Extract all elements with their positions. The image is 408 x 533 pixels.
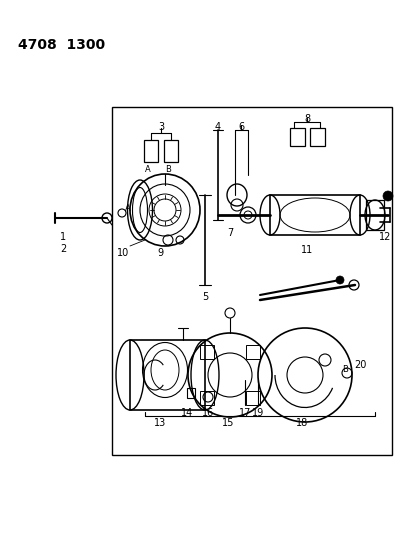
Bar: [200, 391, 214, 405]
Text: 20: 20: [354, 360, 366, 370]
Text: 7: 7: [227, 228, 233, 238]
Bar: [270, 195, 360, 235]
Text: 16: 16: [202, 408, 214, 418]
Text: 13: 13: [154, 418, 166, 428]
Text: 8: 8: [304, 114, 310, 124]
Bar: [112, 107, 392, 455]
Text: 4708  1300: 4708 1300: [18, 38, 105, 52]
Text: 14: 14: [181, 408, 193, 418]
Text: A: A: [145, 165, 151, 174]
Text: 1: 1: [60, 232, 66, 242]
Text: 5: 5: [202, 292, 208, 302]
Bar: [130, 340, 205, 410]
Text: 9: 9: [157, 248, 163, 258]
Text: B: B: [342, 365, 348, 374]
Bar: [187, 388, 195, 398]
Circle shape: [336, 276, 344, 284]
Bar: [246, 391, 259, 405]
Text: A: A: [125, 204, 131, 213]
Text: 3: 3: [158, 122, 164, 132]
Text: 15: 15: [222, 418, 234, 428]
Text: 4: 4: [215, 122, 221, 132]
Text: 2: 2: [60, 244, 66, 254]
Text: 10: 10: [117, 248, 129, 258]
Circle shape: [383, 191, 393, 201]
Text: 18: 18: [296, 418, 308, 428]
Bar: [290, 128, 305, 146]
Text: 11: 11: [301, 245, 313, 255]
Bar: [200, 345, 214, 359]
Text: 19: 19: [252, 408, 264, 418]
Bar: [366, 200, 384, 230]
Bar: [164, 140, 178, 162]
Text: 12: 12: [379, 232, 391, 242]
Bar: [246, 345, 259, 359]
Text: 17: 17: [239, 408, 251, 418]
Bar: [310, 128, 325, 146]
Text: 6: 6: [238, 122, 244, 132]
Bar: [144, 140, 158, 162]
Text: B: B: [165, 165, 171, 174]
